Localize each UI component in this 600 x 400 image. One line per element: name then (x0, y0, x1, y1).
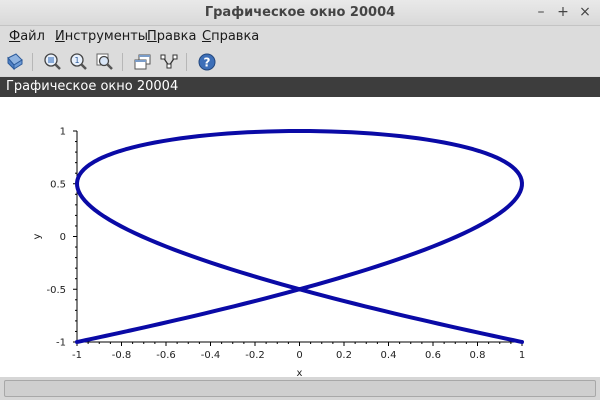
menu-file-label: айл (20, 29, 45, 44)
menu-edit[interactable]: Правка (147, 29, 196, 44)
svg-text:1: 1 (74, 56, 79, 65)
x-tick-label: 0.6 (425, 350, 441, 361)
y-axis-label: y (32, 233, 43, 239)
x-tick-label: -0.6 (156, 350, 176, 361)
zoom-icon[interactable] (95, 52, 115, 72)
x-tick-label: -0.2 (245, 350, 265, 361)
y-tick-label: 1 (60, 127, 66, 138)
svg-text:?: ? (204, 56, 211, 70)
figure-title-bar: Графическое окно 20004 (0, 77, 600, 97)
zoom-grid-icon[interactable] (43, 52, 63, 72)
x-axis-label: x (297, 368, 303, 377)
menu-file[interactable]: Файл (9, 29, 45, 44)
toolbar-separator (186, 53, 187, 71)
figure-title: Графическое окно 20004 (6, 79, 179, 94)
y-tick-label: 0.5 (50, 179, 66, 190)
x-tick-label: 0.4 (381, 350, 397, 361)
x-tick-label: 0.2 (336, 350, 352, 361)
y-tick-label: -1 (56, 338, 66, 349)
rotate-icon[interactable] (5, 52, 25, 72)
maximize-button[interactable]: + (557, 4, 569, 20)
new-window-icon[interactable] (133, 52, 153, 72)
close-button[interactable]: × (579, 4, 591, 20)
toolbar-separator (32, 53, 33, 71)
datatip-icon[interactable] (159, 52, 179, 72)
minimize-button[interactable]: – (537, 4, 545, 20)
zoom-fit-icon[interactable]: 1 (69, 52, 89, 72)
help-icon[interactable]: ? (197, 52, 217, 72)
x-tick-label: 0.8 (470, 350, 486, 361)
x-tick-label: 0 (296, 350, 302, 361)
y-tick-label: 0 (60, 232, 66, 243)
window-titlebar: Графическое окно 20004 – + × (0, 0, 600, 26)
menu-tools-label: нструменты (64, 29, 149, 44)
x-tick-label: -0.8 (112, 350, 132, 361)
series-line-0 (75, 129, 524, 344)
menu-tools[interactable]: Инструменты (55, 29, 148, 44)
menu-edit-label: равка (156, 29, 197, 44)
menu-tools-accel: И (55, 29, 65, 44)
status-bar (0, 377, 600, 400)
menu-help-label: правка (211, 29, 260, 44)
lissajous-plot: -1 -0.8 -0.6 -0.4 -0.2 0 0.2 0.4 0.6 0.8 1 1 0.5 0 -0.… (32, 127, 525, 378)
menu-file-accel: Ф (9, 29, 21, 44)
menu-edit-accel: П (147, 29, 157, 44)
x-tick-label: 1 (519, 350, 525, 361)
window-title: Графическое окно 20004 (204, 5, 396, 20)
toolbar: 1 ? (0, 48, 600, 76)
menu-help[interactable]: Справка (202, 29, 259, 44)
axes: -1 -0.8 -0.6 -0.4 -0.2 0 0.2 0.4 0.6 0.8 1 1 0.5 0 -0.… (32, 127, 525, 378)
plot-canvas[interactable]: -1 -0.8 -0.6 -0.4 -0.2 0 0.2 0.4 0.6 0.8 1 1 0.5 0 -0.… (0, 97, 600, 377)
y-tick-label: -0.5 (46, 285, 66, 296)
status-field (4, 380, 596, 397)
menu-help-accel: С (202, 29, 212, 44)
toolbar-separator (122, 53, 123, 71)
menu-bar: Файл Инструменты Правка Справка (0, 26, 600, 48)
curves (75, 129, 524, 344)
x-tick-label: -1 (72, 350, 82, 361)
x-tick-label: -0.4 (201, 350, 221, 361)
